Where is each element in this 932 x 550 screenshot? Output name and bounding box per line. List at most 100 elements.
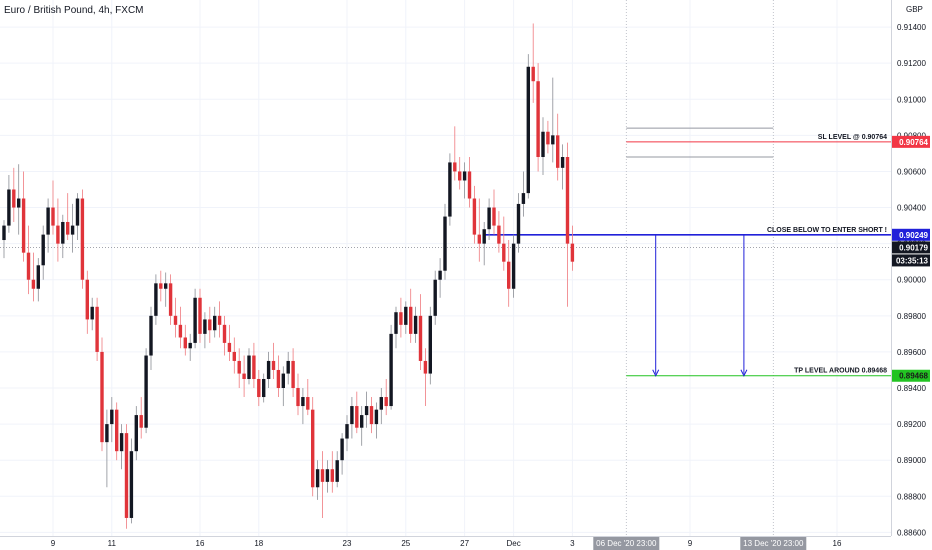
- candle-body-down: [453, 162, 457, 172]
- candle-body-up: [526, 66, 530, 194]
- candle-body-up: [350, 406, 354, 425]
- candle-body-up: [551, 135, 555, 145]
- price-tick-label: 0.89200: [897, 420, 926, 429]
- candle-body-up: [90, 306, 94, 320]
- candle-body-down: [139, 415, 143, 428]
- candle-body-up: [164, 283, 168, 289]
- candle-body-up: [144, 355, 148, 428]
- candle-body-down: [80, 198, 85, 280]
- price-tick-label: 0.91400: [897, 23, 926, 32]
- candle-body-down: [536, 81, 540, 158]
- candle-body-down: [507, 261, 511, 289]
- candle-body-up: [482, 229, 486, 244]
- candle-body-down: [95, 306, 99, 352]
- price-tick-label: 0.89600: [897, 348, 926, 357]
- candle-body-up: [247, 355, 251, 379]
- candle-body-up: [70, 225, 75, 235]
- level-annotations: SL LEVEL @ 0.90764 CLOSE BELOW TO ENTER S…: [767, 134, 887, 375]
- sl-price-tag-label: 0.90764: [899, 138, 928, 147]
- candle-body-up: [394, 312, 398, 334]
- candle-body-down: [31, 279, 36, 289]
- candle-body-up: [129, 451, 134, 518]
- candle-body-up: [541, 131, 545, 158]
- candle-body-down: [306, 397, 310, 410]
- candle-body-down: [159, 283, 163, 289]
- candle-body-down: [531, 66, 535, 82]
- time-tick-label: 9: [51, 539, 56, 548]
- candle-body-down: [291, 360, 295, 389]
- candle-body-down: [556, 135, 560, 168]
- candle-body-up: [340, 438, 344, 461]
- price-tick-label: 0.89800: [897, 312, 926, 321]
- time-tick-label: 3: [570, 539, 575, 548]
- candle-body-down: [56, 225, 60, 244]
- candle-body-up: [413, 315, 418, 334]
- price-axis[interactable]: 0.914000.912000.910000.908000.906000.904…: [897, 23, 926, 537]
- time-tick-label: 23: [343, 539, 352, 548]
- candle-body-down: [217, 315, 222, 325]
- candle-body-up: [266, 360, 271, 379]
- candle-body-up: [134, 415, 138, 452]
- time-highlight-tag: [740, 537, 807, 550]
- candle-body-down: [311, 409, 315, 488]
- candle-body-down: [227, 342, 232, 352]
- candle-body-up: [364, 406, 369, 416]
- candle-body-down: [477, 234, 481, 244]
- chart-title: Euro / British Pound, 4h, FXCM: [4, 5, 144, 16]
- tp-price-tag-label: 0.89468: [899, 372, 928, 381]
- arrow-head: [740, 369, 748, 377]
- candle-body-up: [335, 460, 339, 482]
- candle-body-up: [41, 234, 45, 266]
- time-axis[interactable]: 9 11 16 18 23 25 27 Dec 3 9 16 06 Dec '20 23:00 13 D…: [51, 537, 842, 550]
- candle-body-down: [492, 207, 496, 226]
- tp-annotation: TP LEVEL AROUND 0.89468: [794, 368, 887, 375]
- candle-body-up: [521, 193, 526, 204]
- candle-body-down: [355, 406, 359, 428]
- candle-body-down: [26, 252, 31, 280]
- candle-body-up: [46, 207, 50, 235]
- level-lines: [0, 141, 891, 377]
- candle-body-down: [51, 207, 55, 226]
- candle-body-up: [262, 378, 266, 398]
- candle-body-up: [7, 189, 11, 226]
- candle-body-up: [428, 315, 432, 374]
- candle-body-down: [168, 283, 173, 316]
- candle-body-down: [115, 409, 119, 452]
- time-tick-label: 16: [833, 539, 842, 548]
- candle-body-up: [301, 397, 305, 407]
- candle-body-down: [237, 360, 241, 374]
- candle-body-down: [21, 198, 26, 253]
- candle-body-up: [286, 360, 290, 374]
- candle-body-up: [389, 333, 393, 407]
- currency-label: GBP: [906, 5, 923, 14]
- candle-body-down: [369, 406, 374, 425]
- candle-body-up: [404, 306, 408, 325]
- candle-body-up: [110, 409, 114, 425]
- candle-body-down: [467, 171, 472, 199]
- candle-body-up: [213, 315, 217, 331]
- current-price-tag-label: 0.90179: [899, 243, 928, 252]
- time-tick-label: 25: [401, 539, 410, 548]
- candle-body-down: [271, 360, 276, 370]
- candle-body-down: [178, 324, 183, 338]
- candle-body-down: [173, 315, 178, 325]
- candle-body-down: [320, 469, 325, 482]
- candle-body-down: [257, 378, 261, 398]
- time-tick-label: 16: [196, 539, 205, 548]
- time-tick-label: Dec: [506, 539, 520, 548]
- candle-body-up: [61, 221, 65, 244]
- candle-body-up: [360, 415, 364, 428]
- tp-price-tag: [892, 369, 930, 382]
- candle-body-down: [232, 351, 236, 361]
- candle-body-down: [208, 319, 212, 331]
- current-price-tag: [892, 241, 930, 254]
- candle-body-up: [203, 319, 207, 334]
- countdown-tag: [892, 254, 930, 267]
- candle-body-up: [193, 297, 197, 343]
- candle-body-down: [423, 360, 428, 374]
- candle-body-down: [497, 225, 501, 244]
- time-tick-label: 27: [460, 539, 469, 548]
- candle-body-up: [188, 342, 192, 349]
